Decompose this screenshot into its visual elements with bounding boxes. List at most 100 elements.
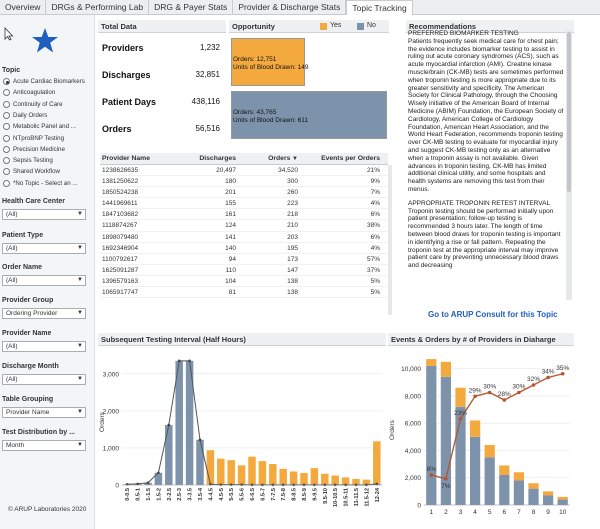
bar-yes[interactable] xyxy=(269,464,277,485)
table-scrollbar[interactable] xyxy=(388,165,392,315)
table-row[interactable]: 1065917747 81 138 5% xyxy=(100,287,388,299)
bar-yes[interactable] xyxy=(440,361,452,377)
topic-option[interactable]: Daily Orders xyxy=(3,111,93,119)
events-point[interactable] xyxy=(444,476,448,481)
bar-yes[interactable] xyxy=(289,471,298,485)
scrollbar-thumb[interactable] xyxy=(567,32,571,192)
filter-dropdown[interactable]: (All) ▼ xyxy=(2,374,86,385)
chevron-down-icon[interactable]: ▼ xyxy=(77,211,83,217)
bar-no[interactable] xyxy=(484,457,495,505)
opportunity-no-block[interactable] xyxy=(231,91,387,139)
tab-drg-payer-stats[interactable]: DRG & Payer Stats xyxy=(149,0,234,14)
col-orders[interactable]: Orders ▼ xyxy=(236,153,298,164)
table-row[interactable]: 1238626635 20,497 34,520 21% xyxy=(100,165,388,177)
topic-option[interactable]: *No Topic - Select an ... xyxy=(3,179,93,187)
tab-provider-discharge-stats[interactable]: Provider & Discharge Stats xyxy=(233,0,347,14)
filter-dropdown[interactable]: Ordering Provider ▼ xyxy=(2,308,86,319)
radio-button[interactable] xyxy=(3,134,10,142)
bar-yes[interactable] xyxy=(248,456,256,485)
topic-option[interactable]: NTproBNP Testing xyxy=(3,134,93,142)
tab-drgs-performing-lab[interactable]: DRGs & Performing Lab xyxy=(46,0,150,14)
chevron-down-icon[interactable]: ▼ xyxy=(77,442,83,448)
filter-dropdown[interactable]: Provider Name ▼ xyxy=(2,407,86,418)
topic-option[interactable]: Precision Medicine xyxy=(3,145,93,153)
bar-yes[interactable] xyxy=(557,496,568,500)
radio-button[interactable] xyxy=(3,123,10,131)
bar-yes[interactable] xyxy=(426,359,437,366)
radio-button[interactable] xyxy=(3,100,10,108)
table-row[interactable]: 1396579163 104 138 5% xyxy=(100,276,388,288)
bar-yes[interactable] xyxy=(227,460,235,485)
events-point[interactable] xyxy=(560,371,565,376)
opportunity-yes-block[interactable] xyxy=(231,38,305,86)
radio-button[interactable] xyxy=(3,111,10,119)
events-point[interactable] xyxy=(517,390,521,395)
filter-dropdown[interactable]: Month ▼ xyxy=(2,440,86,451)
sort-icon[interactable]: ▼ xyxy=(290,156,298,162)
radio-button[interactable] xyxy=(3,179,10,187)
radio-button[interactable] xyxy=(3,78,10,85)
chevron-down-icon[interactable]: ▼ xyxy=(77,310,83,316)
bar-no[interactable] xyxy=(528,488,539,505)
bar-no[interactable] xyxy=(165,424,173,485)
bar-no[interactable] xyxy=(440,376,452,505)
radio-button[interactable] xyxy=(3,157,10,165)
events-point[interactable] xyxy=(546,375,550,380)
table-row[interactable]: 1692346904 140 195 4% xyxy=(100,243,388,254)
table-row[interactable]: 1381250622 180 300 9% xyxy=(100,176,388,188)
topic-option[interactable]: Shared Workflow xyxy=(3,168,93,176)
radio-button[interactable] xyxy=(3,168,10,176)
table-row[interactable]: 1625091287 110 147 37% xyxy=(100,265,388,276)
table-row[interactable]: 1118874267 124 210 38% xyxy=(100,220,388,232)
chevron-down-icon[interactable]: ▼ xyxy=(77,343,83,349)
events-point[interactable] xyxy=(473,394,477,399)
topic-option[interactable]: Anticoagulation xyxy=(3,89,93,97)
bar-no[interactable] xyxy=(513,480,525,505)
col-discharges[interactable]: Discharges xyxy=(199,155,236,162)
filter-dropdown[interactable]: (All) ▼ xyxy=(2,341,86,352)
bar-no[interactable] xyxy=(196,439,204,485)
bar-yes[interactable] xyxy=(237,465,246,485)
chevron-down-icon[interactable]: ▼ xyxy=(77,409,83,415)
col-provider-name[interactable]: Provider Name xyxy=(102,155,150,162)
bar-yes[interactable] xyxy=(206,450,215,485)
events-point[interactable] xyxy=(502,398,507,402)
bar-yes[interactable] xyxy=(469,420,481,437)
bar-yes[interactable] xyxy=(542,491,554,496)
table-row[interactable]: 1847103682 161 218 6% xyxy=(100,209,388,221)
bar-yes[interactable] xyxy=(484,445,495,458)
bar-yes[interactable] xyxy=(455,387,466,407)
bar-yes[interactable] xyxy=(373,441,381,484)
bar-yes[interactable] xyxy=(528,483,539,489)
table-row[interactable]: 1100792617 94 173 57% xyxy=(100,254,388,265)
table-row[interactable]: 1898079480 141 203 6% xyxy=(100,232,388,243)
radio-button[interactable] xyxy=(3,89,10,97)
bar-no[interactable] xyxy=(499,475,510,505)
bar-no[interactable] xyxy=(426,365,437,505)
bar-yes[interactable] xyxy=(341,477,350,485)
bar-no[interactable] xyxy=(542,495,554,505)
radio-button[interactable] xyxy=(3,145,10,153)
filter-dropdown[interactable]: (All) ▼ xyxy=(2,275,86,286)
recommendations-scrollbar[interactable] xyxy=(566,30,572,300)
topic-option[interactable]: Metabolic Panel and ... xyxy=(3,123,93,131)
chevron-down-icon[interactable]: ▼ xyxy=(77,277,83,283)
bar-yes[interactable] xyxy=(352,478,360,485)
chevron-down-icon[interactable]: ▼ xyxy=(77,245,83,251)
events-point[interactable] xyxy=(429,473,434,477)
bar-yes[interactable] xyxy=(513,472,525,481)
bar-no[interactable] xyxy=(557,499,568,505)
table-row[interactable]: 1441969611 155 223 4% xyxy=(100,198,388,210)
topic-option[interactable]: Acute Cardiac Biomarkers xyxy=(3,78,93,85)
bar-no[interactable] xyxy=(455,406,466,505)
bar-yes[interactable] xyxy=(310,468,319,485)
bar-yes[interactable] xyxy=(331,475,339,485)
chevron-down-icon[interactable]: ▼ xyxy=(77,376,83,382)
events-point[interactable] xyxy=(487,390,492,395)
filter-dropdown[interactable]: (All) ▼ xyxy=(2,209,86,220)
bar-no[interactable] xyxy=(469,436,481,505)
table-row[interactable]: 1850524238 201 260 7% xyxy=(100,187,388,199)
tab-topic-tracking[interactable]: Topic Tracking xyxy=(346,0,413,15)
arup-consult-link[interactable]: Go to ARUP Consult for this Topic xyxy=(428,310,558,319)
bar-yes[interactable] xyxy=(217,458,225,485)
